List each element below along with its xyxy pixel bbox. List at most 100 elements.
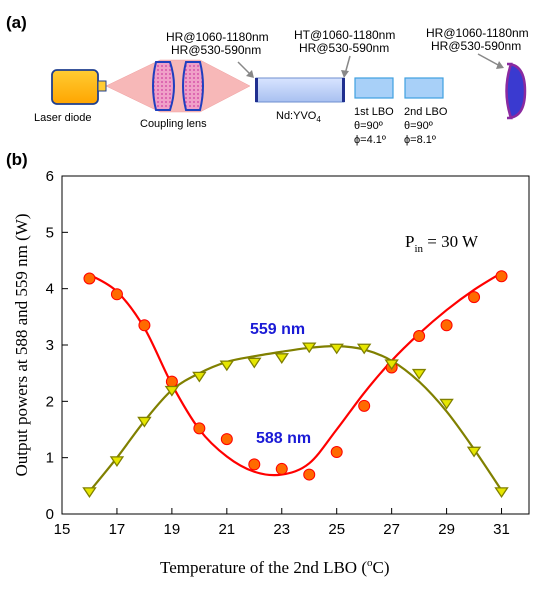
data-point-559-nm [109, 456, 125, 468]
crystal-coating-line1: HT@1060-1180nm [294, 28, 395, 42]
fit-curve-588-nm [88, 271, 503, 477]
laser-diode-label: Laser diode [34, 112, 92, 124]
lbo-2-phi: ϕ=8.1º [404, 134, 436, 146]
output-coating-arrow [477, 53, 501, 67]
gain-crystal-label: Nd:YVO4 [276, 110, 321, 124]
data-point-559-nm [82, 487, 97, 499]
crystal-coating-arrowhead [341, 70, 349, 78]
data-point-559-nm [411, 368, 427, 380]
y-axis: 0 1 2 3 4 5 6 [46, 168, 68, 523]
output-mirror [505, 62, 527, 120]
input-coating-arrowhead [246, 70, 254, 78]
data-point-588-nm [358, 399, 371, 412]
output-coating-arrowhead [496, 61, 504, 69]
data-point-559-nm [164, 385, 180, 397]
data-point-588-nm [248, 458, 261, 471]
lbo-2-theta: θ=90º [404, 120, 433, 132]
coupling-lens-right [182, 61, 204, 111]
data-point-559-nm [137, 416, 152, 428]
y-tick-label: 4 [46, 281, 54, 298]
lbo-2-name: 2nd LBO [404, 106, 448, 118]
gain-crystal-input-face [255, 78, 258, 102]
input-coating-line2: HR@530-590nm [171, 43, 261, 57]
data-point-588-nm [220, 433, 233, 446]
lbo-1-body [354, 77, 394, 99]
series-label-588: 588 nm [256, 430, 311, 447]
data-point-559-nm [439, 398, 454, 410]
plot-frame [61, 175, 530, 515]
data-point-588-nm [440, 319, 453, 332]
x-tick-label: 31 [493, 521, 510, 538]
data-point-588-nm [110, 288, 123, 301]
x-axis: 15 17 19 21 23 25 27 29 31 [54, 508, 510, 538]
y-tick-label: 3 [46, 337, 54, 354]
x-tick-label: 19 [164, 521, 181, 538]
y-axis-title: Output powers at 588 and 559 nm (W) [12, 214, 31, 477]
coupling-lens: Coupling lens [140, 61, 207, 130]
fit-curves [88, 271, 503, 493]
panel-a-label: (a) [6, 13, 27, 32]
gain-crystal: Nd:YVO4 [255, 77, 345, 124]
data-point-588-nm [193, 422, 206, 435]
y-tick-label: 1 [46, 450, 54, 467]
data-point-559-nm [274, 353, 289, 364]
laser-diode-body [51, 69, 99, 105]
x-axis-title: Temperature of the 2nd LBO (oC) [160, 557, 390, 577]
gain-crystal-body [255, 77, 345, 103]
data-point-559-nm [247, 357, 262, 369]
lbo-2-body [404, 77, 444, 99]
pin-annotation: Pin = 30 W [405, 232, 479, 255]
data-point-559-nm [219, 360, 235, 372]
x-tick-label: 15 [54, 521, 71, 538]
data-markers [82, 270, 509, 499]
y-tick-label: 2 [46, 393, 54, 410]
data-point-588-nm [303, 468, 316, 481]
crystal-coating-line2: HR@530-590nm [299, 41, 389, 55]
pump-beam [105, 59, 251, 113]
data-point-559-nm [302, 342, 317, 354]
data-point-559-nm [384, 359, 399, 371]
y-tick-label: 5 [46, 224, 54, 241]
x-tick-label: 21 [218, 521, 235, 538]
data-point-588-nm [495, 270, 508, 283]
data-point-559-nm [192, 371, 207, 383]
output-coating-line2: HR@530-590nm [431, 39, 521, 53]
data-point-588-nm [165, 375, 178, 388]
data-point-588-nm [83, 272, 96, 285]
data-point-559-nm [466, 446, 482, 458]
output-mirror-body [505, 62, 527, 120]
x-tick-label: 29 [438, 521, 455, 538]
panel-a: (a) Laser diode Coupling lens HR@1060-11… [6, 13, 529, 146]
lbo-1-name: 1st LBO [354, 106, 394, 118]
coupling-lens-left [152, 61, 175, 111]
data-point-559-nm [494, 487, 509, 499]
fit-curve-559-nm [88, 344, 503, 493]
laser-diode-emitter [97, 80, 107, 92]
x-tick-label: 23 [273, 521, 290, 538]
laser-diode: Laser diode [34, 69, 107, 124]
data-point-588-nm [468, 291, 481, 304]
data-point-588-nm [138, 319, 151, 332]
x-tick-label: 27 [383, 521, 400, 538]
x-tick-label: 25 [328, 521, 345, 538]
data-point-588-nm [413, 329, 426, 342]
lbo-1: 1st LBO θ=90º ϕ=4.1º [354, 77, 394, 146]
lbo-2: 2nd LBO θ=90º ϕ=8.1º [404, 77, 448, 146]
lbo-1-phi: ϕ=4.1º [354, 134, 386, 146]
input-coating-line1: HR@1060-1180nm [166, 30, 269, 44]
x-tick-label: 17 [109, 521, 126, 538]
output-coating-line1: HR@1060-1180nm [426, 26, 529, 40]
lbo-1-theta: θ=90º [354, 120, 383, 132]
data-point-588-nm [275, 462, 288, 475]
data-point-559-nm [329, 343, 344, 355]
data-point-588-nm [330, 446, 343, 459]
y-tick-label: 6 [46, 168, 54, 185]
coupling-lens-label: Coupling lens [140, 118, 207, 130]
gain-crystal-output-face [342, 78, 345, 102]
panel-b-label: (b) [6, 150, 28, 169]
data-point-559-nm [356, 343, 372, 355]
y-tick-label: 0 [46, 506, 54, 523]
